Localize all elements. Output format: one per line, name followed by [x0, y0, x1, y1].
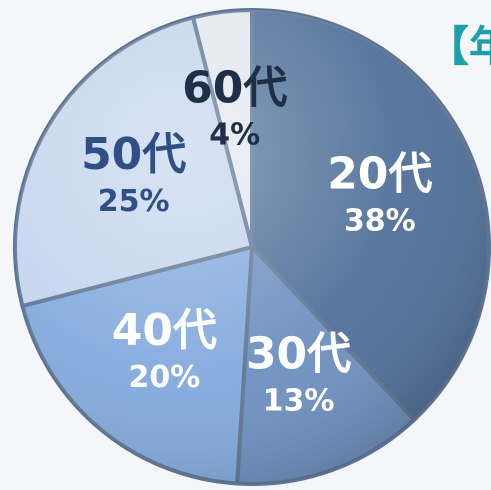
slice-label-2: 40代 — [112, 305, 217, 356]
slice-percent-1: 13% — [263, 383, 335, 418]
slice-label-0: 20代 — [327, 148, 432, 199]
slice-label-3: 50代 — [81, 129, 186, 180]
chart-heading: 【年 — [427, 22, 491, 71]
slice-label-1: 30代 — [246, 328, 351, 379]
slice-label-4: 60代 — [182, 63, 287, 114]
slice-percent-3: 25% — [98, 184, 170, 219]
slice-percent-4: 4% — [209, 118, 260, 153]
slice-percent-0: 38% — [344, 203, 416, 238]
slice-percent-2: 20% — [128, 360, 200, 395]
